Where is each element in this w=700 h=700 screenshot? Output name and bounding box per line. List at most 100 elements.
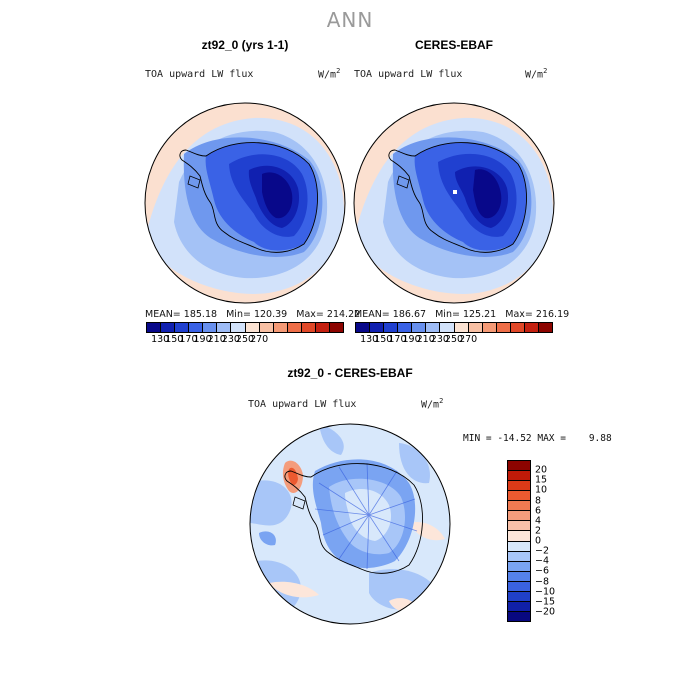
- colorbar-tick-label: 4: [535, 515, 542, 527]
- colorbar-swatch: [356, 323, 371, 332]
- panel-1-map: [144, 102, 346, 304]
- panel-2-variable-label: TOA upward LW flux: [354, 69, 463, 80]
- colorbar-swatch: [454, 323, 469, 332]
- panel-3-stats: MIN = -14.52 MAX = 9.88: [463, 433, 612, 444]
- colorbar-swatches: [146, 322, 344, 333]
- colorbar-swatch: [175, 323, 190, 332]
- colorbar-swatch: [231, 323, 246, 332]
- panel-3-map: [249, 423, 451, 625]
- colorbar-swatch: [539, 323, 553, 332]
- colorbar-swatch: [508, 541, 530, 552]
- colorbar-swatch: [508, 491, 530, 502]
- panel-1-variable-label: TOA upward LW flux: [145, 69, 254, 80]
- colorbar-tick-label: 20: [535, 464, 548, 476]
- colorbar-tick-label: 210: [207, 334, 226, 345]
- colorbar-tick-label: 190: [193, 334, 212, 345]
- colorbar-swatches: [355, 322, 553, 333]
- colorbar-swatch: [315, 323, 331, 332]
- colorbar-swatch: [189, 323, 204, 332]
- colorbar-tick-label: 150: [374, 334, 393, 345]
- colorbar-tick-label: 210: [416, 334, 435, 345]
- colorbar-swatch: [508, 511, 530, 522]
- colorbar-tick-label: 130: [151, 334, 170, 345]
- colorbar-tick-label: 150: [165, 334, 184, 345]
- panel-2-colorbar: 130 150 170 190 210 230 250 270: [355, 322, 553, 345]
- colorbar-tick-label: 190: [402, 334, 421, 345]
- colorbar-tick-label: −2: [535, 545, 550, 557]
- colorbar-swatch: [508, 571, 530, 582]
- colorbar-swatch: [370, 323, 385, 332]
- colorbar-tick-label: 15: [535, 474, 548, 486]
- panel-1-colorbar: 130 150 170 190 210 230 250 270: [146, 322, 344, 345]
- panel-2-stats: MEAN= 186.67 Min= 125.21 Max= 216.19: [354, 309, 570, 320]
- colorbar-tick-label: 250: [235, 334, 255, 345]
- panel-3-title: zt92_0 - CERES-EBAF: [287, 366, 413, 380]
- panel-2-units-label: W/m2: [525, 67, 548, 81]
- colorbar-swatch: [508, 501, 530, 512]
- colorbar-swatch: [273, 323, 288, 332]
- colorbar-swatch: [412, 323, 427, 332]
- colorbar-swatch: [508, 561, 530, 572]
- colorbar-tick-label: 8: [535, 495, 542, 506]
- colorbar-tick-label: 0: [535, 535, 542, 547]
- colorbar-tick-label: 250: [444, 334, 464, 345]
- colorbar-swatch: [426, 323, 441, 332]
- colorbar-tick-label: 230: [430, 334, 449, 345]
- colorbar-tick-labels: 130 150 170 190 210 230 250 270: [146, 333, 344, 345]
- panel-3-colorbar: [507, 460, 531, 622]
- colorbar-swatch: [508, 581, 530, 592]
- colorbar-swatch: [510, 323, 525, 332]
- colorbar-tick-label: −10: [535, 586, 556, 598]
- colorbar-tick-label: −15: [535, 596, 556, 608]
- colorbar-swatch: [508, 551, 530, 562]
- colorbar-tick-label: −8: [535, 576, 550, 587]
- colorbar-swatch: [508, 591, 530, 602]
- colorbar-tick-label: 270: [459, 334, 478, 345]
- colorbar-swatch: [330, 323, 344, 332]
- colorbar-tick-label: 170: [388, 334, 407, 345]
- colorbar-tick-label: 130: [360, 334, 379, 345]
- colorbar-swatch: [161, 323, 176, 332]
- colorbar-swatch: [287, 323, 302, 332]
- colorbar-swatch: [384, 323, 399, 332]
- colorbar-swatch: [508, 601, 530, 612]
- colorbar-swatch: [508, 521, 530, 532]
- panel-3-variable-label: TOA upward LW flux: [248, 399, 357, 410]
- colorbar-tick-label: 230: [221, 334, 240, 345]
- colorbar-swatch: [524, 323, 540, 332]
- colorbar-tick-label: 270: [250, 334, 269, 345]
- figure-title: ANN: [326, 8, 374, 32]
- colorbar-swatch: [482, 323, 497, 332]
- colorbar-tick-labels: 130 150 170 190 210 230 250 270: [355, 333, 553, 345]
- colorbar-tick-label: −20: [535, 606, 556, 618]
- panel-3-colorbar-tick-labels: 20 15 10 8 6 4 2 0 −2 −4 −6 −8 −10 −15 −20: [535, 460, 575, 622]
- colorbar-swatch: [203, 323, 218, 332]
- panel-1-units-label: W/m2: [318, 67, 341, 81]
- colorbar-tick-label: 170: [179, 334, 198, 345]
- colorbar-swatch: [147, 323, 162, 332]
- panel-2-title: CERES-EBAF: [414, 38, 493, 52]
- colorbar-swatch: [468, 323, 483, 332]
- colorbar-swatch: [259, 323, 274, 332]
- colorbar-swatch: [301, 323, 316, 332]
- colorbar-tick-label: 2: [535, 525, 542, 537]
- colorbar-tick-label: −6: [535, 565, 550, 577]
- panel-2-map: [353, 102, 555, 304]
- colorbar-swatch: [508, 461, 530, 472]
- panel-3-units-label: W/m2: [421, 397, 444, 411]
- colorbar-tick-label: 6: [535, 505, 542, 517]
- colorbar-swatches: [507, 460, 531, 622]
- colorbar-tick-label: −4: [535, 555, 550, 567]
- colorbar-swatch: [496, 323, 511, 332]
- colorbar-swatch: [440, 323, 455, 332]
- colorbar-swatch: [508, 471, 530, 482]
- colorbar-swatch: [508, 531, 530, 542]
- colorbar-swatch: [217, 323, 232, 332]
- panel-1-title: zt92_0 (yrs 1-1): [201, 38, 289, 52]
- colorbar-swatch: [508, 611, 530, 621]
- panel-1-stats: MEAN= 185.18 Min= 120.39 Max= 214.22: [145, 309, 361, 320]
- colorbar-swatch: [398, 323, 413, 332]
- colorbar-swatch: [245, 323, 260, 332]
- colorbar-swatch: [508, 481, 530, 492]
- colorbar-tick-label: 10: [535, 484, 548, 496]
